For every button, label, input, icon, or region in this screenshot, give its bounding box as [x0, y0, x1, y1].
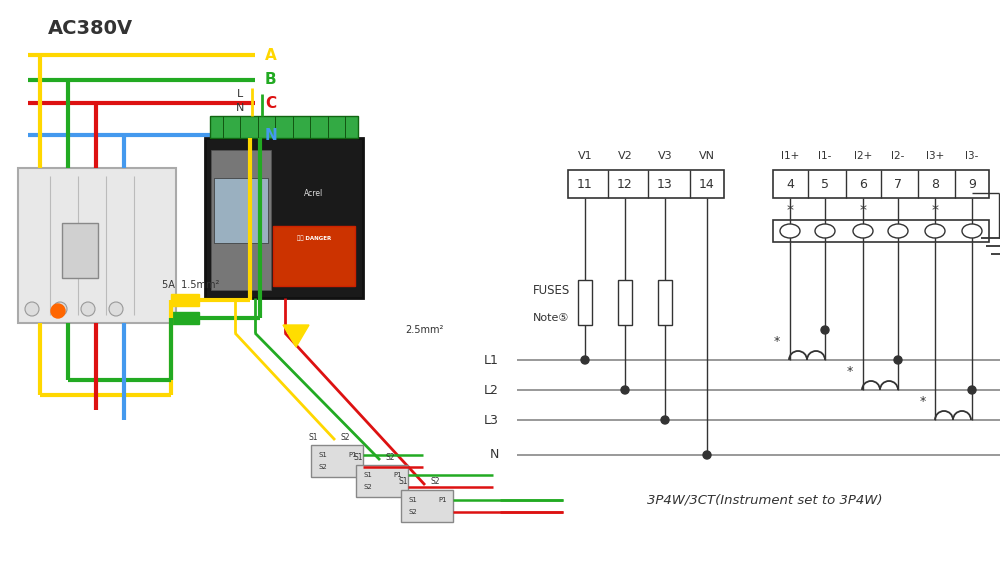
Text: 8: 8: [931, 177, 939, 191]
Text: *: *: [860, 203, 866, 217]
Text: *: *: [920, 395, 926, 408]
Text: 3P4W/3CT(Instrument set to 3P4W): 3P4W/3CT(Instrument set to 3P4W): [647, 494, 883, 507]
Text: I3-: I3-: [965, 151, 979, 161]
Text: L1: L1: [484, 353, 499, 366]
Text: S1: S1: [319, 452, 327, 458]
Text: 12: 12: [617, 177, 633, 191]
FancyBboxPatch shape: [171, 294, 199, 306]
Text: S2: S2: [364, 484, 372, 490]
Circle shape: [821, 326, 829, 334]
Text: S1: S1: [364, 472, 372, 478]
Text: 6: 6: [859, 177, 867, 191]
FancyBboxPatch shape: [773, 220, 989, 242]
Text: VN: VN: [699, 151, 715, 161]
FancyBboxPatch shape: [273, 226, 355, 286]
Text: S1: S1: [398, 477, 408, 487]
Text: P1: P1: [394, 472, 402, 478]
Text: I2-: I2-: [891, 151, 905, 161]
Text: Acrel: Acrel: [304, 188, 324, 198]
FancyBboxPatch shape: [171, 312, 199, 324]
Text: I2+: I2+: [854, 151, 872, 161]
Text: S1: S1: [353, 453, 363, 462]
Circle shape: [81, 302, 95, 316]
Circle shape: [581, 356, 589, 364]
Ellipse shape: [888, 224, 908, 238]
Circle shape: [25, 302, 39, 316]
Text: N: N: [236, 103, 244, 113]
Ellipse shape: [815, 224, 835, 238]
FancyBboxPatch shape: [356, 465, 408, 497]
FancyBboxPatch shape: [205, 138, 363, 298]
FancyBboxPatch shape: [568, 170, 724, 198]
FancyBboxPatch shape: [214, 178, 268, 243]
Text: S1: S1: [409, 497, 417, 503]
Text: S2: S2: [409, 509, 417, 515]
Text: 4: 4: [786, 177, 794, 191]
Circle shape: [109, 302, 123, 316]
FancyBboxPatch shape: [62, 223, 98, 278]
Text: 5A  1.5mm²: 5A 1.5mm²: [162, 280, 219, 290]
Text: P1: P1: [349, 452, 357, 458]
Text: AC380V: AC380V: [48, 19, 133, 37]
FancyBboxPatch shape: [210, 116, 358, 138]
Text: L3: L3: [484, 414, 499, 426]
Text: 7: 7: [894, 177, 902, 191]
Circle shape: [661, 416, 669, 424]
Text: N: N: [490, 449, 499, 462]
Text: V3: V3: [658, 151, 672, 161]
Text: A: A: [265, 47, 277, 63]
Text: FUSES: FUSES: [533, 284, 570, 297]
Text: P1: P1: [439, 497, 447, 503]
Text: S2: S2: [385, 453, 395, 462]
Circle shape: [51, 304, 65, 318]
Text: 13: 13: [657, 177, 673, 191]
Text: 危险 DANGER: 危险 DANGER: [297, 235, 331, 241]
Text: I3+: I3+: [926, 151, 944, 161]
FancyBboxPatch shape: [311, 445, 363, 477]
FancyBboxPatch shape: [18, 168, 176, 323]
Text: L2: L2: [484, 384, 499, 397]
Text: C: C: [265, 95, 276, 111]
Ellipse shape: [962, 224, 982, 238]
Text: S2: S2: [340, 432, 350, 442]
Text: 5: 5: [821, 177, 829, 191]
Text: L: L: [237, 89, 243, 99]
Circle shape: [703, 451, 711, 459]
Text: S2: S2: [319, 464, 327, 470]
Text: B: B: [265, 73, 277, 88]
Text: 2.5mm²: 2.5mm²: [405, 325, 443, 335]
FancyBboxPatch shape: [658, 280, 672, 325]
Text: N: N: [265, 128, 278, 143]
Text: I1+: I1+: [781, 151, 799, 161]
Circle shape: [894, 356, 902, 364]
Ellipse shape: [780, 224, 800, 238]
Text: *: *: [786, 203, 794, 217]
Text: Note⑤: Note⑤: [533, 313, 569, 323]
Circle shape: [621, 386, 629, 394]
Text: 9: 9: [968, 177, 976, 191]
Text: V1: V1: [578, 151, 592, 161]
Ellipse shape: [925, 224, 945, 238]
Ellipse shape: [853, 224, 873, 238]
FancyBboxPatch shape: [211, 150, 271, 290]
Text: *: *: [932, 203, 938, 217]
Circle shape: [968, 386, 976, 394]
Text: I1-: I1-: [818, 151, 832, 161]
Text: V2: V2: [618, 151, 632, 161]
Circle shape: [53, 302, 67, 316]
Text: S1: S1: [308, 432, 318, 442]
Text: *: *: [847, 366, 853, 378]
Text: *: *: [774, 336, 780, 349]
FancyBboxPatch shape: [401, 490, 453, 522]
FancyBboxPatch shape: [618, 280, 632, 325]
Text: 14: 14: [699, 177, 715, 191]
Text: S2: S2: [430, 477, 440, 487]
Text: 11: 11: [577, 177, 593, 191]
Polygon shape: [283, 325, 309, 347]
FancyBboxPatch shape: [773, 170, 989, 198]
FancyBboxPatch shape: [578, 280, 592, 325]
